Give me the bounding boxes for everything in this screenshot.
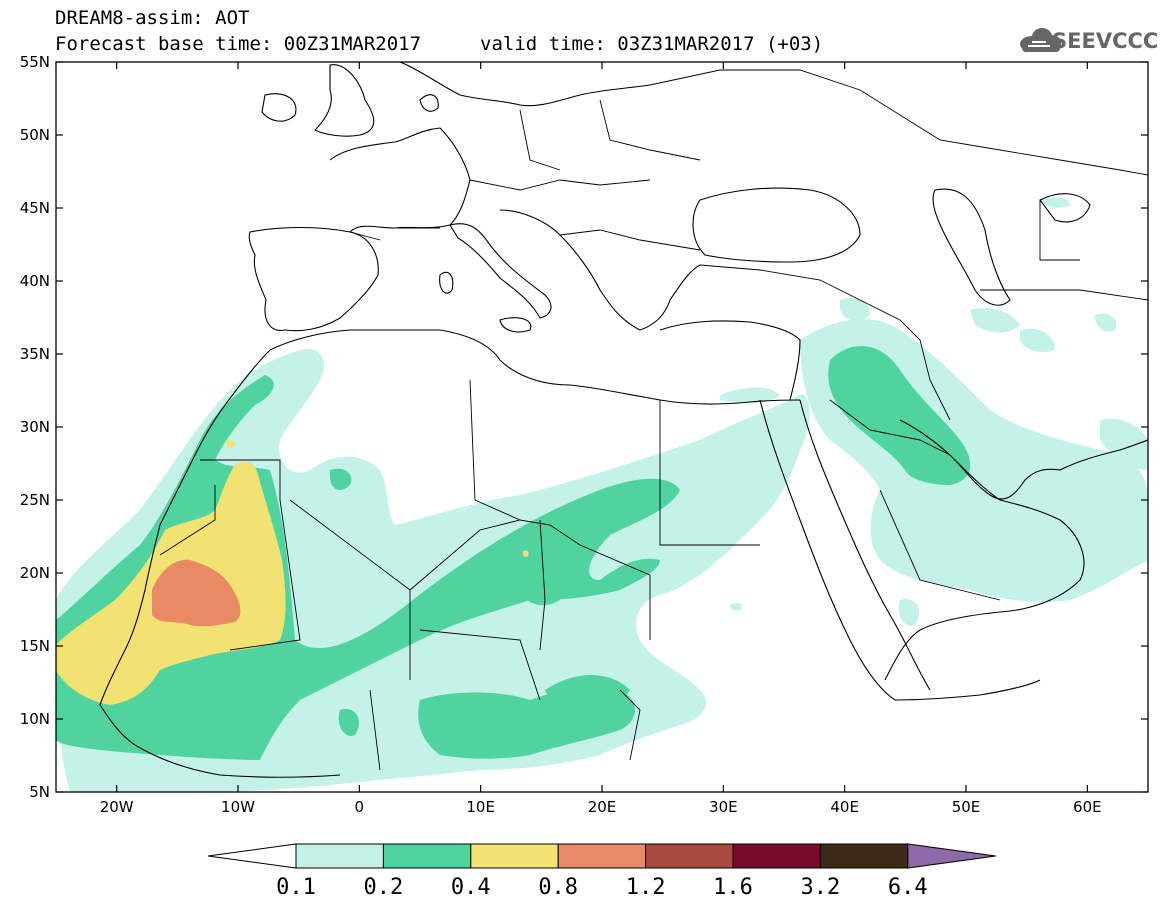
colorbar-level-label: 0.4: [451, 875, 491, 900]
lon-tick-label: 60E: [1073, 798, 1102, 816]
coastlines: [99, 62, 1148, 778]
lat-tick-label: 15N: [20, 637, 50, 655]
colorbar-level-label: 6.4: [888, 875, 928, 900]
seevccc-logo: [1020, 28, 1061, 52]
colorbar-level-label: 0.2: [364, 875, 404, 900]
colorbar-level-label: 1.2: [626, 875, 666, 900]
chart-title: DREAM8-assim: AOT: [55, 7, 250, 29]
colorbar-box: [382, 843, 472, 869]
longitude-axis: 20W 10W 0 10E 20E 30E 40E 50E 60E: [100, 62, 1102, 816]
cloud-icon: [1020, 28, 1061, 52]
lon-tick-label: 40E: [830, 798, 859, 816]
colorbar-box: [645, 843, 734, 869]
colorbar-over-triangle: [907, 843, 996, 869]
lat-tick-label: 40N: [20, 272, 50, 290]
logo-text: SEEVCCC: [1052, 29, 1159, 53]
lon-tick-label: 30E: [709, 798, 738, 816]
colorbar-box: [295, 843, 384, 869]
lat-tick-label: 20N: [20, 564, 50, 582]
lon-tick-label: 50E: [952, 798, 981, 816]
lat-tick-label: 10N: [20, 710, 50, 728]
colorbar-level-label: 0.1: [276, 875, 316, 900]
lon-tick-label: 10W: [221, 798, 255, 816]
aot-contour-0.8: [152, 559, 241, 627]
valid-time: valid time: 03Z31MAR2017 (+03): [480, 33, 824, 55]
colorbar-level-label: 1.6: [713, 875, 753, 900]
colorbar-level-label: 0.8: [538, 875, 578, 900]
lat-tick-label: 5N: [29, 783, 50, 801]
lon-tick-label: 20E: [588, 798, 617, 816]
country-borders: [159, 69, 1148, 771]
lon-tick-label: 10E: [466, 798, 495, 816]
latitude-axis: 55N 50N 45N 40N 35N 30N 25N 20N 15N 10N 5N: [20, 53, 1148, 801]
colorbar-level-label: 3.2: [801, 875, 841, 900]
lat-tick-label: 45N: [20, 199, 50, 217]
colorbar-under-triangle: [207, 843, 297, 869]
forecast-base-time: Forecast base time: 00Z31MAR2017: [55, 33, 422, 55]
lat-tick-label: 30N: [20, 418, 50, 436]
lat-tick-label: 25N: [20, 491, 50, 509]
colorbar-box: [557, 843, 647, 869]
lon-tick-label: 0: [355, 798, 365, 816]
lat-tick-label: 35N: [20, 345, 50, 363]
colorbar-box: [819, 843, 909, 869]
lat-tick-label: 50N: [20, 126, 50, 144]
colorbar-box: [732, 843, 821, 869]
colorbar-box: [470, 843, 559, 869]
lon-tick-label: 20W: [100, 798, 134, 816]
lat-tick-label: 55N: [20, 53, 50, 71]
aot-contour-0.2: [56, 346, 971, 760]
